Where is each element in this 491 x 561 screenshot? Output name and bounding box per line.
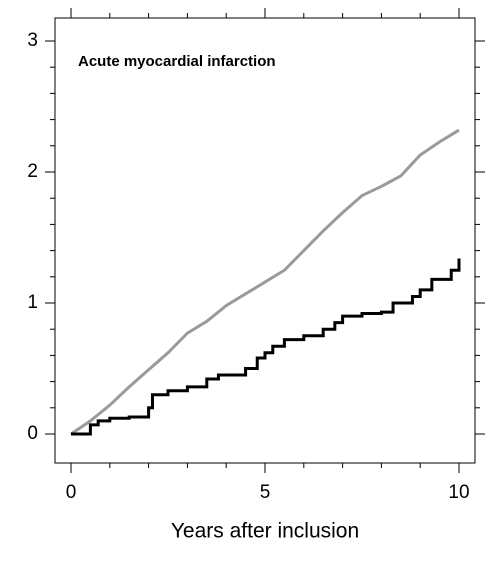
x-tick-label: 10 [448, 482, 469, 503]
data-line [71, 258, 461, 436]
x-axis-label: Years after inclusion [171, 520, 359, 543]
y-tick-label: 3 [27, 30, 38, 51]
y-tick-label: 1 [27, 292, 38, 313]
x-tick-label: 5 [260, 482, 271, 503]
chart-title: Acute myocardial infarction [78, 53, 276, 70]
data-line [70, 128, 460, 436]
y-tick-label: 0 [27, 423, 38, 444]
y-tick-label: 2 [27, 161, 38, 182]
x-tick-label: 0 [66, 482, 77, 503]
